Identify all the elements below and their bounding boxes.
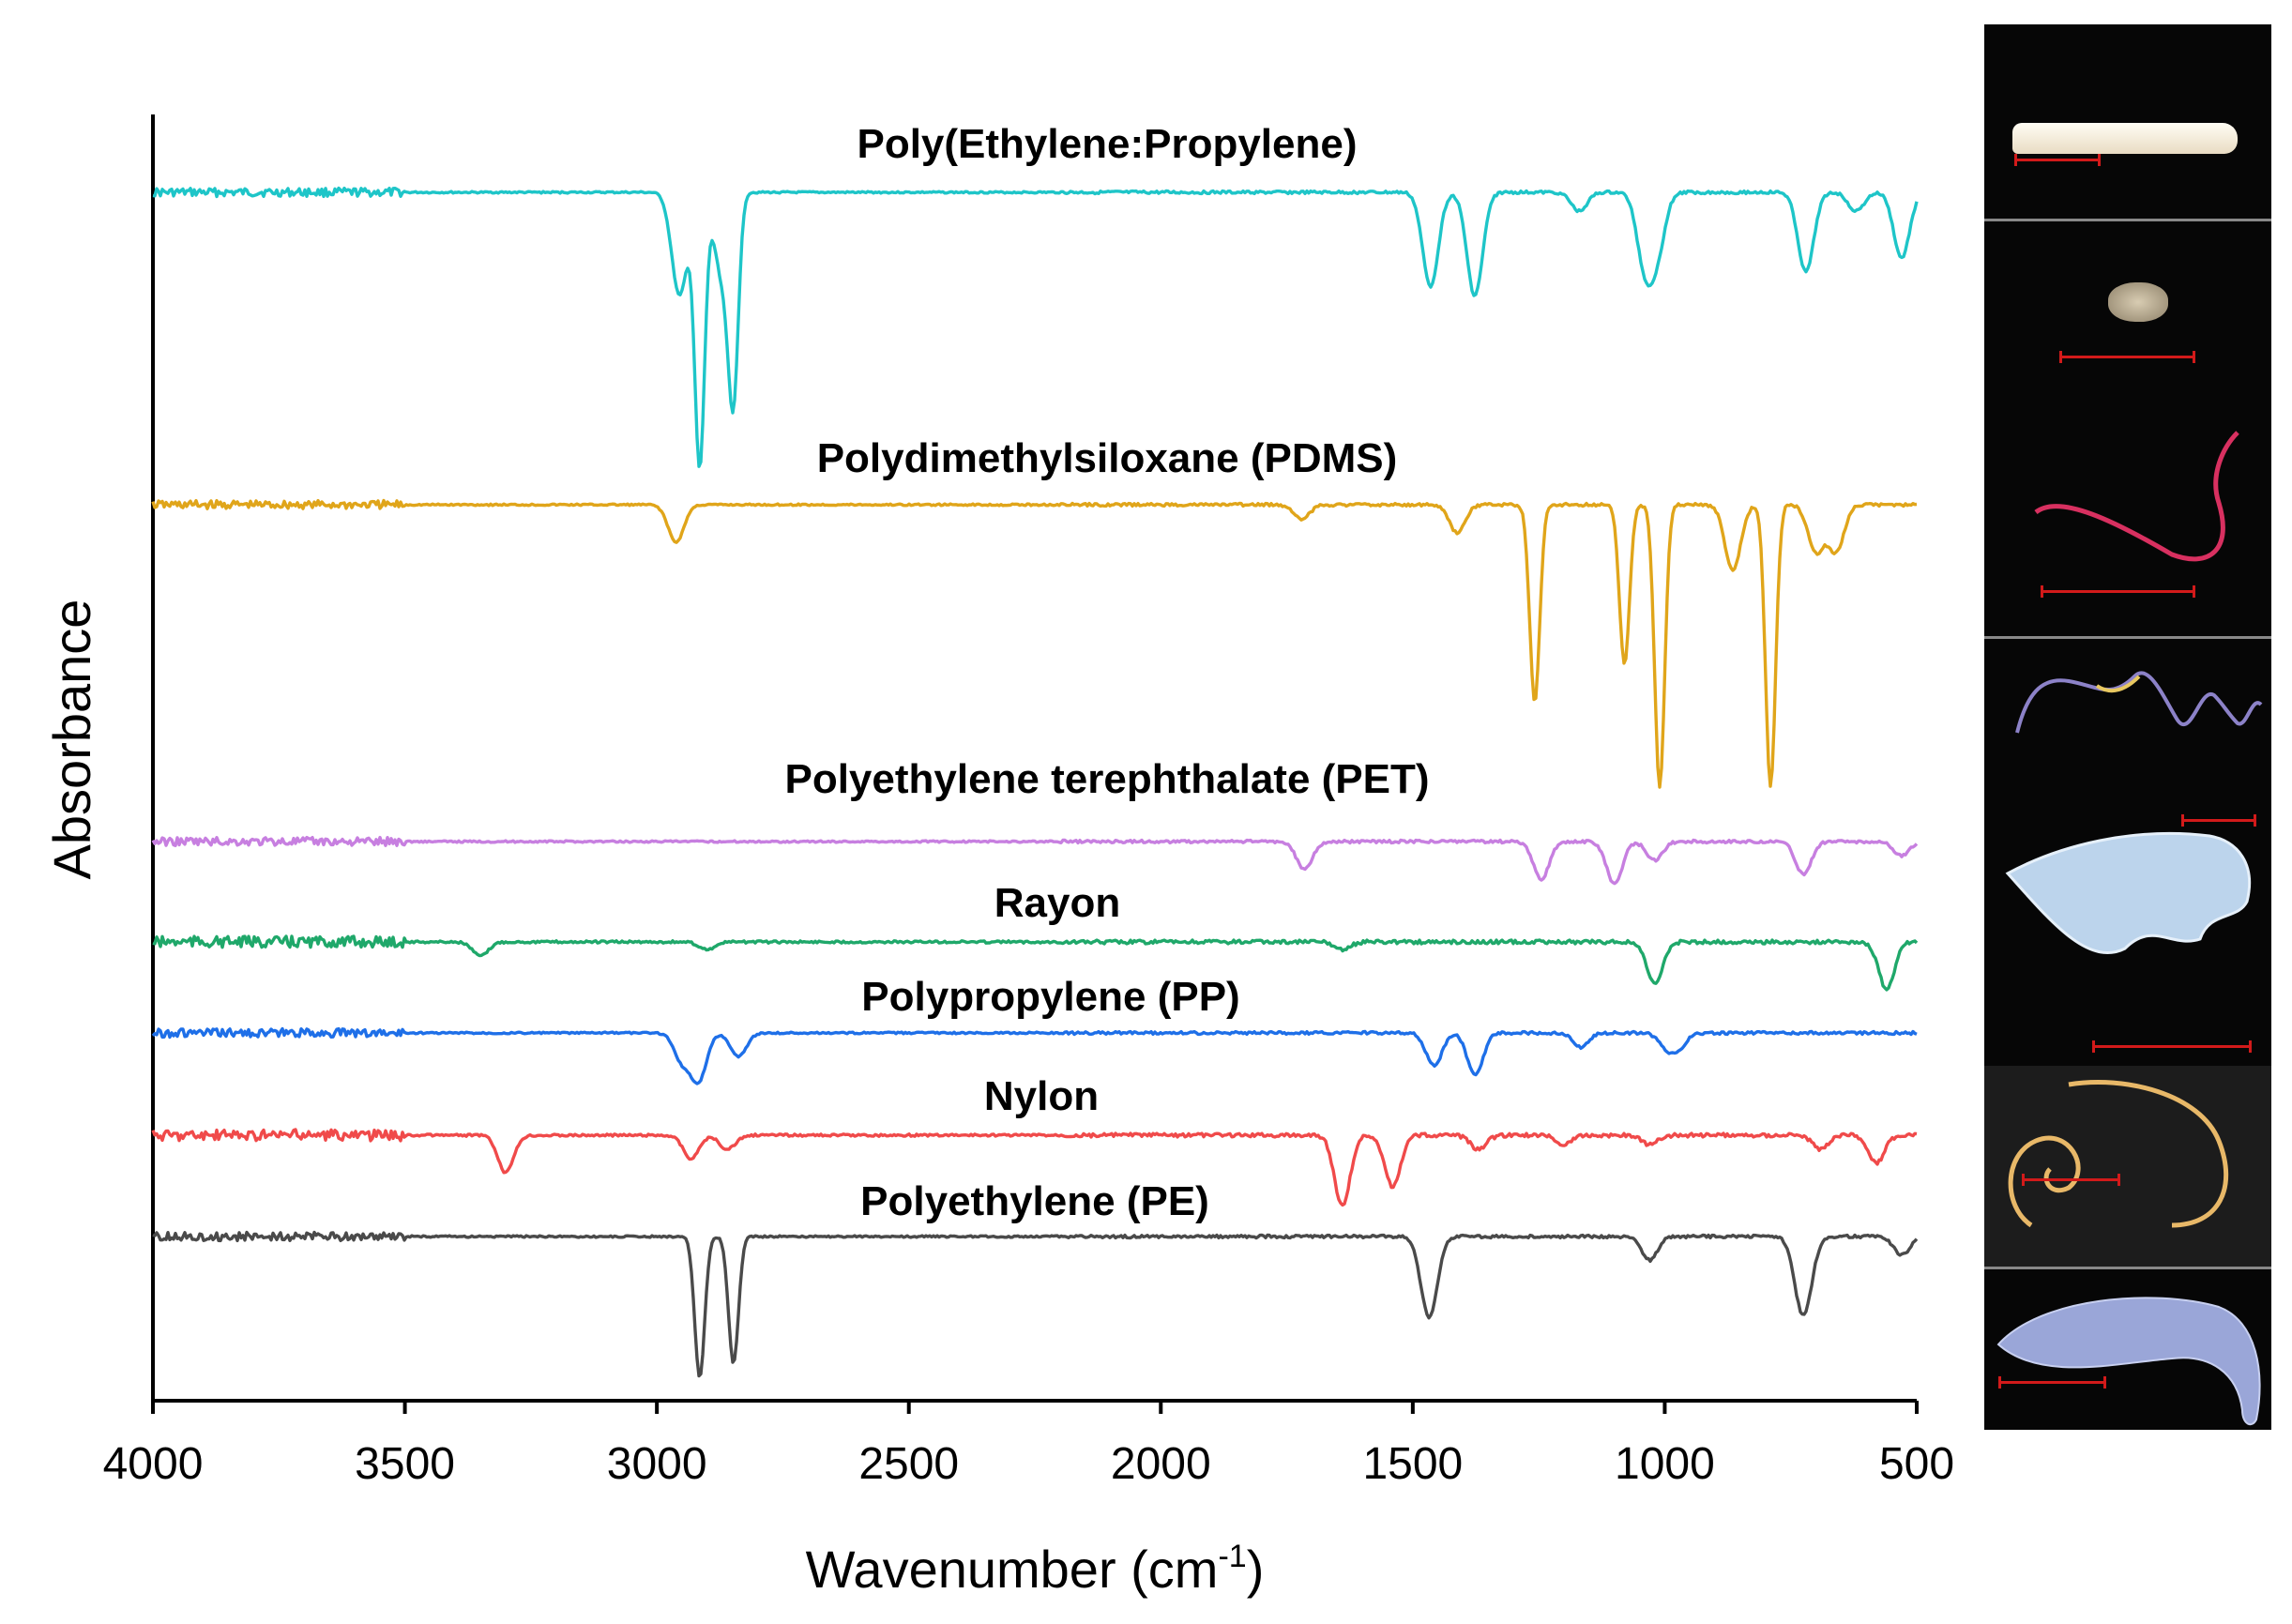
spectra bbox=[151, 186, 1919, 1378]
series-labels: Poly(Ethylene:Propylene) Polydimethylsilo… bbox=[784, 121, 1429, 1224]
spectrum-line bbox=[151, 1128, 1918, 1207]
series-label: Rayon bbox=[994, 880, 1120, 926]
red-fiber-drawing bbox=[2034, 431, 2239, 562]
spectrum-line bbox=[152, 186, 1919, 468]
photo-pe bbox=[1984, 1269, 2271, 1430]
x-tick-label: 500 bbox=[1879, 1439, 1954, 1489]
divider bbox=[1984, 219, 2271, 221]
axes bbox=[151, 114, 1917, 1403]
scale-bar bbox=[1998, 1376, 2106, 1389]
photo-poly-ethylene-propylene bbox=[1984, 24, 2271, 219]
series-label: Nylon bbox=[984, 1073, 1099, 1119]
series-label: Polydimethylsiloxane (PDMS) bbox=[817, 435, 1398, 481]
spectrum-line bbox=[151, 835, 1919, 886]
x-ticks: 4000 3500 3000 2500 2000 1500 1000 500 bbox=[103, 1401, 1954, 1489]
x-tick-label: 3500 bbox=[355, 1439, 455, 1489]
spectrum-line bbox=[151, 498, 1918, 789]
photo-nylon bbox=[1984, 1066, 2271, 1267]
spectrum-line bbox=[152, 934, 1919, 992]
spiral-fiber-drawing bbox=[2008, 1080, 2229, 1228]
scale-bar bbox=[2181, 814, 2256, 827]
x-tick-label: 2500 bbox=[858, 1439, 959, 1489]
series-label: Poly(Ethylene:Propylene) bbox=[857, 121, 1357, 167]
scale-bar bbox=[2041, 585, 2195, 598]
series-label: Polyethylene (PE) bbox=[860, 1178, 1209, 1224]
scale-bar bbox=[2014, 154, 2101, 166]
fragment-particle bbox=[2108, 282, 2168, 322]
x-axis-title-close: ) bbox=[1247, 1540, 1265, 1599]
scale-bar bbox=[2092, 1040, 2252, 1053]
divider bbox=[1984, 636, 2271, 639]
x-tick-label: 1000 bbox=[1615, 1439, 1715, 1489]
series-label: Polypropylene (PP) bbox=[861, 974, 1239, 1020]
x-tick-label: 4000 bbox=[103, 1439, 204, 1489]
series-label: Polyethylene terephthalate (PET) bbox=[784, 756, 1429, 802]
x-tick-label: 2000 bbox=[1111, 1439, 1211, 1489]
y-axis-title: Absorbance bbox=[42, 600, 101, 880]
x-tick-label: 3000 bbox=[607, 1439, 707, 1489]
white-strip-particle bbox=[2012, 123, 2238, 154]
x-axis-title-main: Wavenumber (cm bbox=[806, 1540, 1219, 1599]
x-axis-title-superscript: -1 bbox=[1218, 1539, 1246, 1574]
x-tick-label: 1500 bbox=[1362, 1439, 1463, 1489]
fiber-drawings bbox=[2005, 671, 2263, 954]
scale-bar bbox=[2059, 351, 2195, 363]
photo-pdms bbox=[1984, 221, 2271, 636]
scale-bar bbox=[2022, 1174, 2120, 1186]
spectrum-line bbox=[151, 1026, 1918, 1085]
film-particle-drawing bbox=[1996, 1297, 2261, 1426]
spectrum-line bbox=[152, 1230, 1919, 1378]
divider bbox=[1984, 1267, 2271, 1269]
x-axis-title: Wavenumber (cm-1) bbox=[806, 1539, 1265, 1599]
sample-photo-strip bbox=[1984, 24, 2271, 1430]
